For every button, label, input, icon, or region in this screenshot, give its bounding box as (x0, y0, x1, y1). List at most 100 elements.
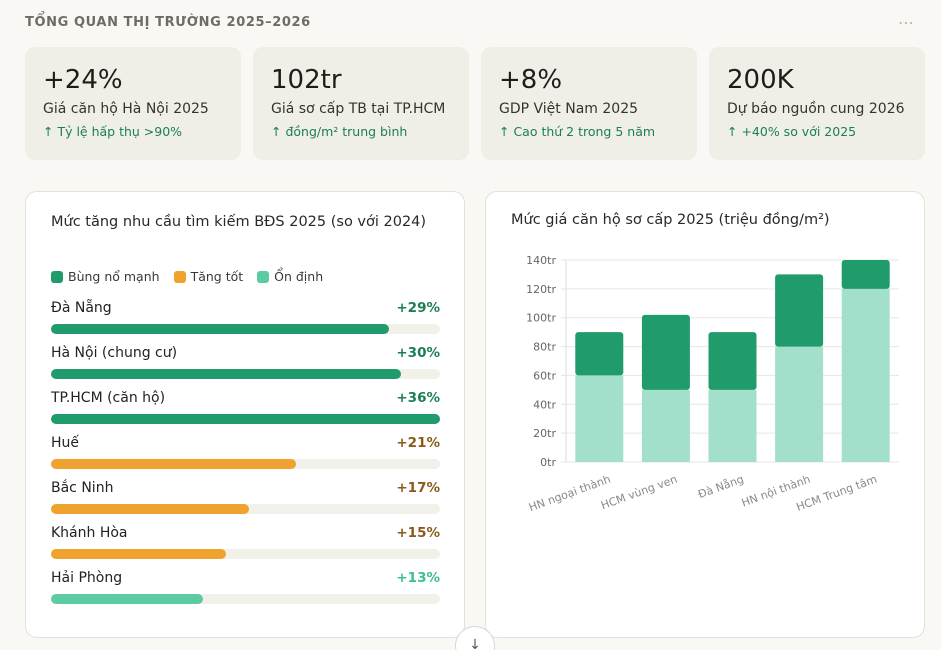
demand-row-head: TP.HCM (căn hộ) +36% (51, 390, 440, 410)
kpi-label: Dự báo nguồn cung 2026 (727, 101, 905, 117)
x-tick-label: HCM vùng ven (599, 473, 679, 513)
demand-row-head: Hải Phòng +13% (51, 570, 440, 590)
bar-segment (775, 274, 824, 347)
bar-segment (708, 389, 757, 462)
region-name: Huế (51, 435, 80, 451)
kpi-row: +24% Giá căn hộ Hà Nội 2025 ↑ Tỷ lệ hấp … (25, 47, 925, 160)
region-name: Khánh Hòa (51, 525, 128, 541)
progress-fill (51, 504, 250, 514)
kpi-subtext: ↑ đồng/m² trung bình (271, 124, 408, 139)
y-tick-label: 100tr (526, 312, 556, 325)
demand-row-head: Bắc Ninh +17% (51, 480, 440, 500)
legend-swatch (257, 270, 270, 283)
chart-title: Mức giá căn hộ sơ cấp 2025 (triệu đồng/m… (511, 212, 830, 228)
bar-segment (575, 375, 624, 462)
progress-track (51, 549, 440, 559)
region-name: Bắc Ninh (51, 480, 114, 496)
region-percent: +13% (396, 570, 440, 586)
region-name: Đà Nẵng (51, 300, 112, 316)
demand-title: Mức tăng nhu cầu tìm kiếm BĐS 2025 (so v… (51, 214, 427, 230)
progress-track (51, 594, 440, 604)
region-percent: +15% (396, 525, 440, 541)
price-bar-chart: 0tr 20tr 40tr 60tr 80tr 100tr 120tr 140tr HN ngo… (526, 254, 899, 515)
demand-row-head: Huế +21% (51, 435, 440, 455)
y-tick-label: 140tr (526, 254, 556, 267)
kpi-label: GDP Việt Nam 2025 (499, 101, 639, 117)
demand-row-head: Khánh Hòa +15% (51, 525, 440, 545)
y-tick-label: 20tr (533, 427, 556, 440)
progress-track (51, 414, 440, 424)
y-tick-label: 0tr (540, 456, 556, 469)
region-name: TP.HCM (căn hộ) (51, 390, 166, 406)
demand-row-head: Hà Nội (chung cư) +30% (51, 345, 440, 365)
arrow-down-icon: ↓ (469, 637, 481, 650)
bar-segment (841, 260, 890, 289)
progress-fill (51, 594, 203, 604)
demand-row: Bắc Ninh +17% (51, 480, 440, 525)
page-title: TỔNG QUAN THỊ TRƯỜNG 2025–2026 (25, 14, 311, 30)
legend-label: Bùng nổ mạnh (68, 269, 160, 284)
region-percent: +17% (396, 480, 440, 496)
kpi-card-hanoi-price: +24% Giá căn hộ Hà Nội 2025 ↑ Tỷ lệ hấp … (25, 47, 241, 160)
legend-item: Ổn định (257, 269, 323, 284)
bar-segment (841, 288, 890, 462)
bar-segment (641, 389, 690, 462)
region-name: Hải Phòng (51, 570, 123, 586)
y-tick-label: 80tr (533, 341, 556, 354)
progress-track (51, 369, 440, 379)
region-name: Hà Nội (chung cư) (51, 345, 178, 361)
kpi-card-supply: 200K Dự báo nguồn cung 2026 ↑ +40% so vớ… (709, 47, 925, 160)
kpi-card-hcm-price: 102tr Giá sơ cấp TB tại TP.HCM ↑ đồng/m²… (253, 47, 469, 160)
kpi-value: 200K (727, 65, 794, 95)
kpi-label: Giá sơ cấp TB tại TP.HCM (271, 101, 446, 117)
y-tick-label: 60tr (533, 369, 556, 382)
progress-fill (51, 459, 297, 469)
bar-segment (641, 314, 690, 390)
legend-item: Bùng nổ mạnh (51, 269, 160, 284)
region-percent: +36% (396, 390, 440, 406)
kpi-value: +24% (43, 65, 123, 95)
demand-row: Đà Nẵng +29% (51, 300, 440, 345)
region-percent: +21% (396, 435, 440, 451)
demand-row: TP.HCM (căn hộ) +36% (51, 390, 440, 435)
legend-swatch (173, 270, 186, 283)
progress-track (51, 504, 440, 514)
price-chart-panel: Mức giá căn hộ sơ cấp 2025 (triệu đồng/m… (485, 191, 925, 638)
y-tick-label: 120tr (526, 283, 556, 296)
progress-fill (51, 414, 440, 424)
demand-row-head: Đà Nẵng +29% (51, 300, 440, 320)
dashboard-header: TỔNG QUAN THỊ TRƯỜNG 2025–2026 ⋯ (25, 12, 915, 32)
region-percent: +29% (396, 300, 440, 316)
kpi-subtext: ↑ +40% so với 2025 (727, 124, 857, 139)
demand-bars-list: Đà Nẵng +29% Hà Nội (chung cư) +30% TP.HCM (… (51, 300, 440, 615)
x-tick-label: HN ngoại thành (527, 473, 612, 515)
demand-panel: Mức tăng nhu cầu tìm kiếm BĐS 2025 (so v… (25, 191, 465, 638)
demand-row: Khánh Hòa +15% (51, 525, 440, 570)
legend-label: Ổn định (274, 269, 324, 284)
y-tick-label: 40tr (533, 398, 556, 411)
more-horizontal-icon[interactable]: ⋯ (898, 12, 915, 32)
x-tick-label: Đà Nẵng (696, 473, 745, 502)
demand-row: Hải Phòng +13% (51, 570, 440, 615)
demand-row: Hà Nội (chung cư) +30% (51, 345, 440, 390)
progress-fill (51, 549, 227, 559)
kpi-subtext: ↑ Cao thứ 2 trong 5 năm (499, 124, 656, 139)
kpi-label: Giá căn hộ Hà Nội 2025 (43, 101, 209, 117)
kpi-value: +8% (499, 65, 563, 95)
kpi-value: 102tr (271, 65, 342, 95)
kpi-card-gdp: +8% GDP Việt Nam 2025 ↑ Cao thứ 2 trong … (481, 47, 697, 160)
progress-track (51, 324, 440, 334)
kpi-subtext: ↑ Tỷ lệ hấp thụ >90% (43, 124, 183, 139)
progress-fill (51, 324, 390, 334)
demand-row: Huế +21% (51, 435, 440, 480)
region-percent: +30% (396, 345, 440, 361)
legend-swatch (51, 270, 63, 283)
progress-fill (51, 369, 402, 379)
bar-segment (575, 332, 624, 376)
legend-item: Tăng tốt (173, 269, 244, 284)
bar-segment (708, 332, 757, 390)
progress-track (51, 459, 440, 469)
demand-legend: Bùng nổ mạnh Tăng tốt Ổn định (51, 269, 323, 284)
legend-label: Tăng tốt (190, 269, 244, 284)
bar-segment (775, 346, 824, 462)
